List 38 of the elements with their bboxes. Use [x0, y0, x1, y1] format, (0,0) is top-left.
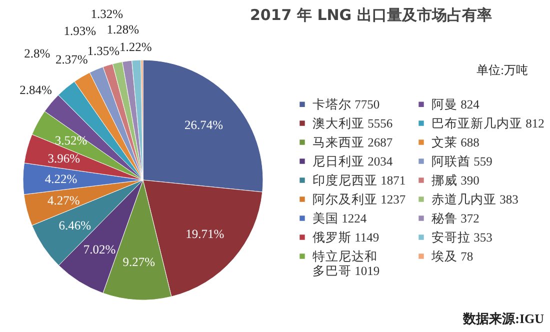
legend-label: 赤道几内亚 383	[432, 192, 518, 206]
legend-label: 秘鲁 372	[432, 211, 480, 226]
legend-label: 卡塔尔 7750	[312, 97, 380, 112]
data-label: 1.35%	[87, 44, 120, 58]
chart-title: 2017 年 LNG 出口量及市场占有率	[250, 6, 492, 25]
data-label: 1.22%	[120, 40, 152, 54]
legend-label: 尼日利亚 2034	[312, 154, 394, 168]
data-label: 1.28%	[106, 22, 139, 36]
legend-label: 阿尔及利亚 1237	[312, 192, 406, 206]
data-label: 3.52%	[54, 134, 88, 148]
data-label: 19.71%	[186, 226, 224, 241]
data-label: 9.27%	[122, 254, 155, 269]
legend-label: 特立尼达和多巴哥 1019	[312, 248, 380, 278]
legend-label: 安哥拉 353	[432, 229, 492, 244]
legend-label: 巴布亚新几内亚 812	[432, 116, 544, 130]
legend-label: 马来西亚 2687	[312, 135, 393, 150]
legend-label: 埃及 78	[430, 249, 474, 264]
legend-label: 印度尼西亚 1871	[312, 172, 406, 188]
data-label: 7.02%	[83, 242, 116, 256]
data-label: 4.22%	[44, 172, 78, 186]
text: 单位:万吨	[476, 62, 528, 79]
data-label: 4.27%	[48, 194, 80, 208]
legend-label: 阿曼 824	[432, 97, 480, 112]
data-label: 2.37%	[56, 52, 88, 67]
data-label: 6.46%	[58, 218, 92, 233]
source-note: 数据来源:IGU	[463, 310, 544, 328]
data-label: 2.84%	[20, 82, 52, 97]
legend-label: 文莱 688	[432, 135, 480, 150]
data-label: 26.74%	[184, 118, 224, 132]
data-label: 2.8%	[24, 46, 50, 60]
legend-label: 美国 1224	[312, 210, 368, 226]
legend-label: 俄罗斯 1149	[312, 230, 380, 244]
legend-label: 阿联酋 559	[432, 154, 492, 168]
legend-label: 挪威 390	[432, 173, 480, 188]
legend-label: 澳大利亚 5556	[312, 116, 393, 130]
data-label: 3.96%	[48, 151, 80, 166]
data-label: 1.32%	[90, 6, 123, 21]
data-label: 1.93%	[64, 24, 96, 38]
